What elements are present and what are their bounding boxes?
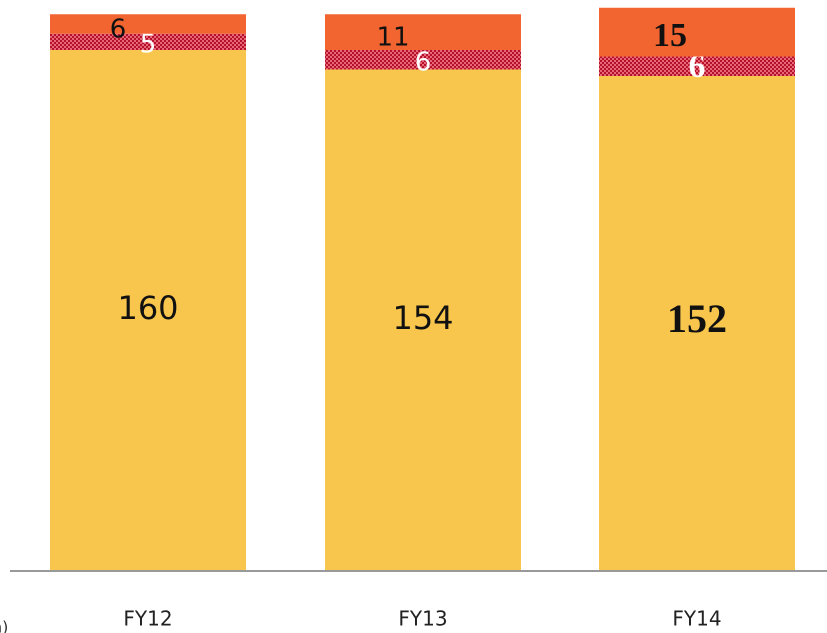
data-label: 6 [689,48,706,85]
bar-segment [50,14,246,34]
x-tick-label: FY14 [672,607,721,631]
data-label: 160 [117,289,178,327]
axis-label: h) [0,618,8,633]
data-label: 15 [653,17,687,54]
bar-segment [325,50,521,70]
bar-segment [599,56,795,76]
bar-segment [325,69,521,570]
bar-segment [599,7,795,57]
data-label: 152 [667,296,727,341]
bar-segment [599,76,795,570]
bar-segment [325,14,521,50]
bar-segment [50,50,246,570]
data-label: 11 [376,23,409,53]
data-label: 154 [392,299,453,337]
bar-segment [50,33,246,50]
x-tick-label: FY13 [398,607,447,631]
x-tick-label: FY12 [123,607,172,631]
data-label: 6 [110,15,127,45]
data-label: 6 [415,47,432,77]
data-label: 5 [140,29,157,59]
